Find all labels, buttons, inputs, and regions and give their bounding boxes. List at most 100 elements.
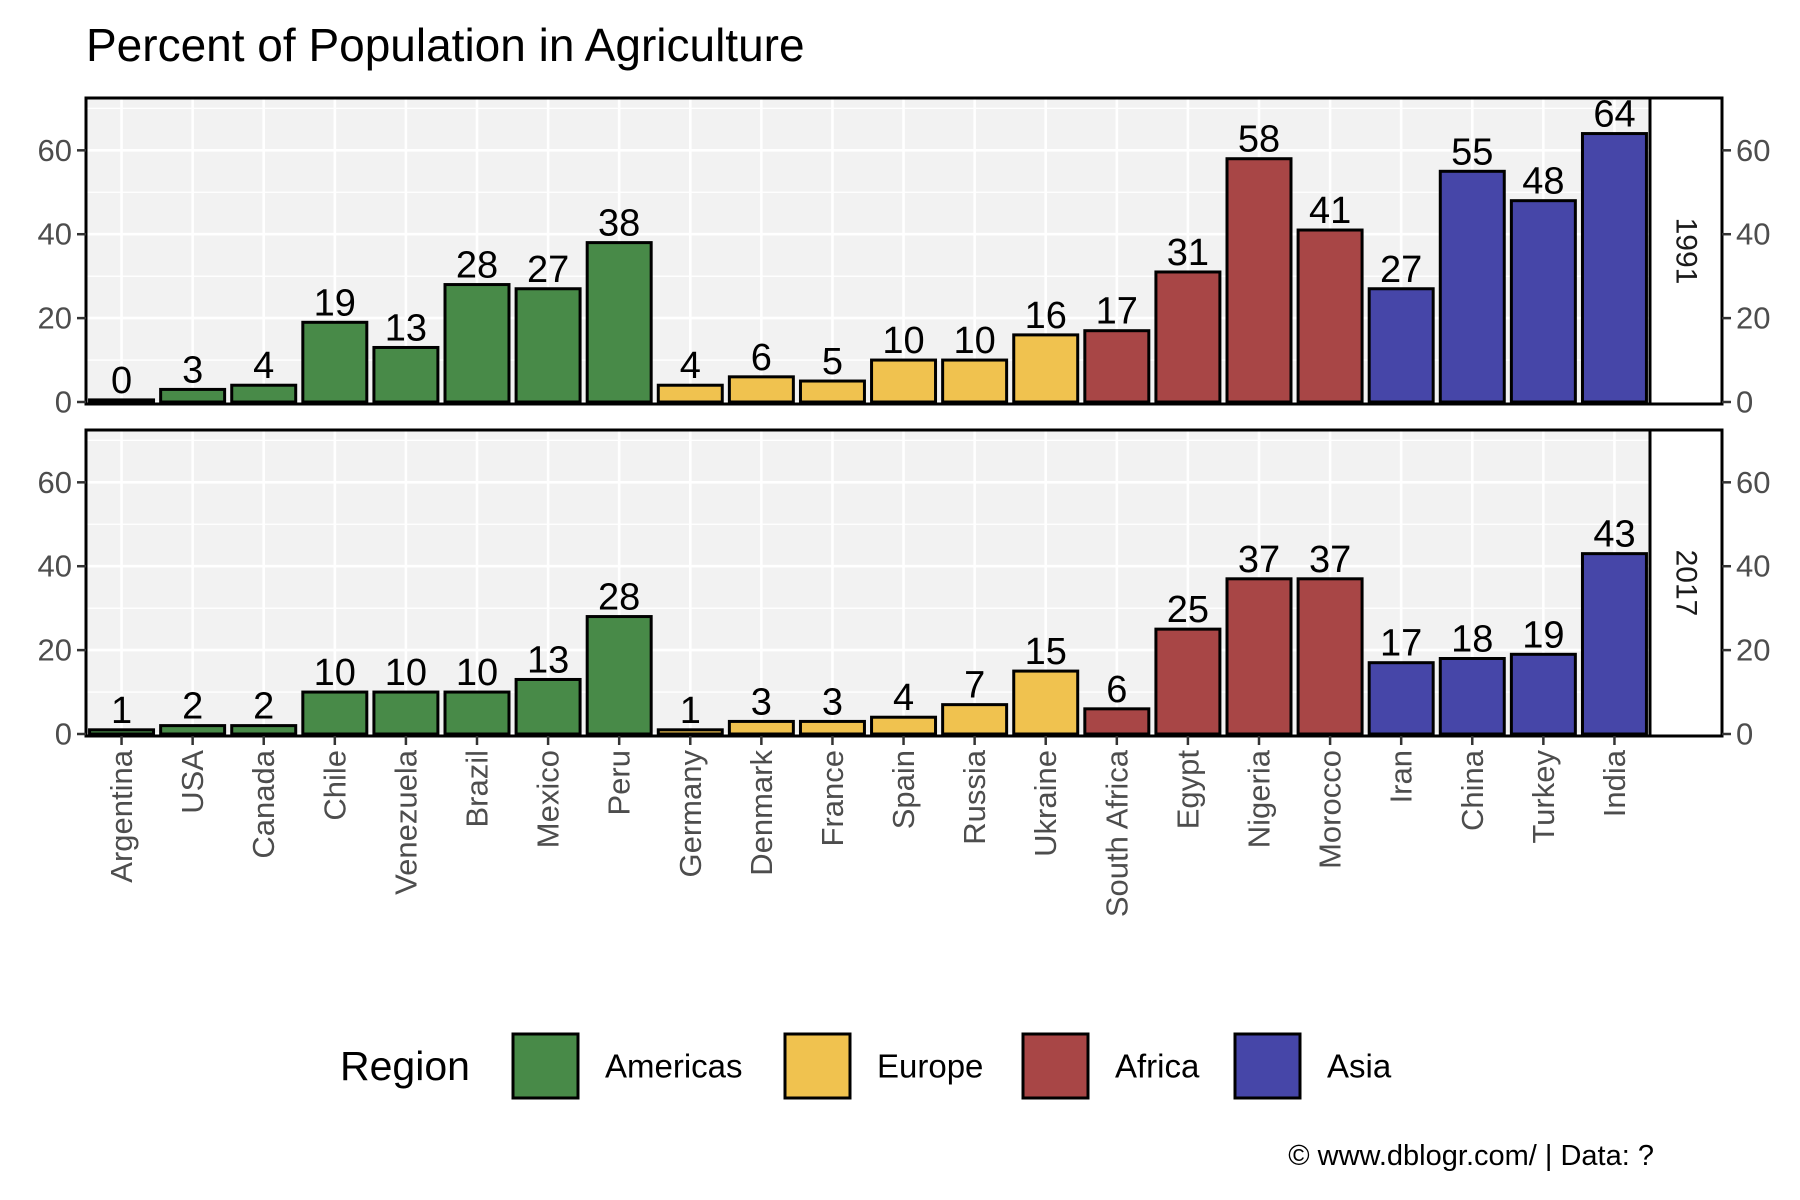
data-label-2017-south-africa: 6 [1106,669,1127,711]
data-label-2017-usa: 2 [182,686,203,728]
data-label-2017-france: 3 [822,681,843,723]
data-label-2017-canada: 2 [253,686,274,728]
data-label-1991-spain: 10 [882,320,924,362]
bar-2017-argentina [88,728,156,736]
data-label-2017-india: 43 [1593,514,1635,556]
bar-1991-south-africa [1083,329,1151,404]
bar-2017-iran [1367,661,1435,736]
data-label-1991-china: 55 [1451,131,1493,173]
bar-1991-morocco [1296,228,1364,404]
x-tick-label-denmark: Denmark [744,750,779,876]
data-label-1991-south-africa: 17 [1096,291,1138,333]
y-tick-label-left: 40 [38,549,72,584]
legend-title: Region [340,1043,470,1089]
bar-2017-india [1580,552,1648,736]
x-tick-label-chile: Chile [317,750,352,821]
bar-1991-usa [159,387,227,404]
legend-key-europe [783,1032,852,1100]
y-tick-label-right: 40 [1736,549,1770,584]
data-label-2017-mexico: 13 [527,639,569,681]
x-tick-label-turkey: Turkey [1526,750,1561,844]
x-tick-label-germany: Germany [673,750,708,878]
x-tick-label-venezuela: Venezuela [388,749,423,895]
y-tick-label-left: 40 [38,217,72,252]
y-tick-label-left: 60 [38,465,72,500]
data-label-1991-argentina: 0 [111,360,132,402]
data-label-1991-india: 64 [1593,94,1635,136]
bar-1991-russia [941,358,1009,404]
data-label-1991-mexico: 27 [527,249,569,291]
x-tick-label-iran: Iran [1384,750,1419,803]
legend-key-americas [511,1032,580,1100]
legend-key-africa [1021,1032,1090,1100]
legend-label-africa: Africa [1115,1048,1200,1085]
facet-label-2017: 2017 [1670,550,1703,617]
bar-1991-denmark [727,375,795,404]
data-label-1991-ukraine: 16 [1025,295,1067,337]
data-label-2017-egypt: 25 [1167,589,1209,631]
bar-1991-china [1438,169,1506,404]
bar-1991-argentina [88,398,156,404]
y-tick-label-right: 40 [1736,217,1770,252]
data-label-1991-brazil: 28 [456,245,498,287]
data-label-2017-ukraine: 15 [1025,631,1067,673]
x-tick-label-india: India [1597,749,1632,817]
data-label-1991-turkey: 48 [1522,161,1564,203]
data-label-2017-china: 18 [1451,619,1493,661]
data-label-1991-iran: 27 [1380,249,1422,291]
bar-2017-turkey [1509,652,1577,736]
bar-1991-canada [230,383,298,404]
data-label-2017-russia: 7 [964,665,985,707]
bar-2017-morocco [1296,577,1364,736]
bar-2017-peru [585,615,653,736]
bar-1991-spain [870,358,938,404]
data-label-2017-spain: 4 [893,677,914,719]
bar-2017-south-africa [1083,707,1151,736]
data-label-2017-iran: 17 [1380,623,1422,665]
data-label-1991-chile: 19 [314,282,356,324]
bar-2017-russia [941,703,1009,736]
data-label-1991-usa: 3 [182,349,203,391]
x-tick-label-brazil: Brazil [460,750,495,828]
bar-1991-france [798,379,866,404]
y-tick-label-right: 60 [1736,133,1770,168]
data-label-1991-germany: 4 [680,345,701,387]
y-tick-label-right: 20 [1736,633,1770,668]
x-tick-label-russia: Russia [957,749,992,845]
x-tick-label-peru: Peru [602,750,637,815]
legend-label-europe: Europe [877,1048,983,1085]
bar-1991-iran [1367,287,1435,404]
bar-2017-china [1438,657,1506,736]
bar-2017-egypt [1154,627,1222,736]
bar-2017-venezuela [372,690,440,736]
y-tick-label-left: 60 [38,133,72,168]
x-tick-label-argentina: Argentina [104,749,139,882]
bar-1991-egypt [1154,270,1222,404]
bar-1991-nigeria [1225,157,1293,404]
bar-2017-spain [870,715,938,736]
data-label-1991-denmark: 6 [751,337,772,379]
y-tick-label-right: 20 [1736,301,1770,336]
bar-2017-mexico [514,677,582,736]
x-tick-label-morocco: Morocco [1313,750,1348,869]
bar-1991-turkey [1509,199,1577,404]
facet-label-1991: 1991 [1670,218,1703,285]
y-tick-label-right: 0 [1736,385,1753,420]
data-label-2017-morocco: 37 [1309,539,1351,581]
facet-strip-2017 [1648,428,1724,738]
y-tick-label-left: 20 [38,633,72,668]
bar-1991-venezuela [372,345,440,404]
bar-2017-ukraine [1012,669,1080,736]
data-label-1991-egypt: 31 [1167,232,1209,274]
data-label-2017-turkey: 19 [1522,614,1564,656]
bar-1991-india [1580,132,1648,404]
x-tick-label-china: China [1455,749,1490,831]
data-label-2017-peru: 28 [598,577,640,619]
bar-2017-germany [656,728,724,736]
bar-1991-brazil [443,283,511,404]
bar-2017-chile [301,690,369,736]
bar-1991-peru [585,241,653,404]
y-tick-label-left: 0 [55,385,72,420]
